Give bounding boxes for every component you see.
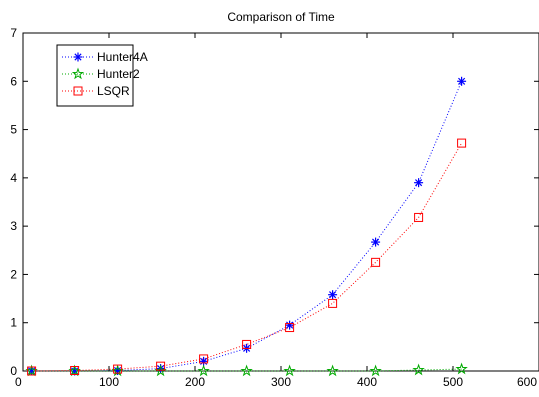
y-tick-label: 0 [10,364,17,378]
legend-label-hunter2: Hunter2 [97,67,140,81]
y-tick-label: 1 [10,316,17,330]
x-tick-label: 400 [357,375,377,389]
y-tick-label: 3 [10,219,17,233]
y-tick-label: 7 [10,26,17,40]
legend-label-hunter4a: Hunter4A [97,50,148,64]
series-line-hunter4a [31,81,463,372]
x-tick-label: 0 [15,375,22,389]
data-point-hunter2 [326,364,339,377]
legend-marker-hunter2 [71,67,85,80]
x-tick-label: 100 [99,375,119,389]
data-point-lsqr [414,212,424,222]
marker-stroke [157,365,165,373]
legend-label-lsqr: LSQR [97,84,130,98]
data-point-lsqr [199,354,209,364]
y-tick-label: 5 [10,123,17,137]
y-tick-label: 4 [10,171,17,185]
data-point-lsqr [371,257,381,267]
x-tick-label: 600 [517,375,537,389]
x-tick-label: 500 [443,375,463,389]
legend: Hunter4A Hunter2 LSQR [56,44,148,107]
x-tick-label: 300 [271,375,291,389]
chart-title: Comparison of Time [227,10,335,24]
data-point-hunter2 [197,364,210,377]
marker-stroke [372,238,380,246]
data-point-lsqr [457,138,467,148]
marker-stroke [329,291,337,299]
data-point-hunter4a [285,320,295,330]
marker-stroke [415,179,423,187]
marker-stroke [286,321,294,329]
data-point-hunter2 [369,364,382,377]
y-tick-label: 2 [10,267,17,281]
marker-stroke [74,53,82,61]
y-tick-label: 6 [10,74,17,88]
data-point-hunter2 [240,364,253,377]
data-point-hunter2 [412,363,425,376]
data-point-hunter4a [199,356,209,366]
series-lines [31,81,463,372]
data-point-hunter4a [328,290,338,300]
data-point-hunter4a [457,76,467,86]
data-point-lsqr [328,298,338,308]
series-line-lsqr [31,142,463,372]
series-markers [25,76,468,377]
data-point-hunter4a [414,178,424,188]
data-point-lsqr [285,323,295,333]
x-tick-label: 200 [185,375,205,389]
marker-stroke [200,357,208,365]
data-point-hunter4a [371,237,381,247]
axes: 0 100 200 300 400 500 600 0 1 2 3 4 5 6 7 [10,26,539,389]
legend-box [56,44,134,107]
data-point-hunter2 [283,364,296,377]
data-point-lsqr [27,366,37,376]
marker-stroke [458,77,466,85]
data-point-lsqr [113,364,123,374]
data-point-lsqr [70,366,80,376]
legend-marker-hunter4a [73,52,83,62]
data-point-lsqr [156,361,166,371]
data-point-lsqr [242,339,252,349]
legend-marker-lsqr [73,86,83,96]
data-point-hunter2 [455,362,468,375]
